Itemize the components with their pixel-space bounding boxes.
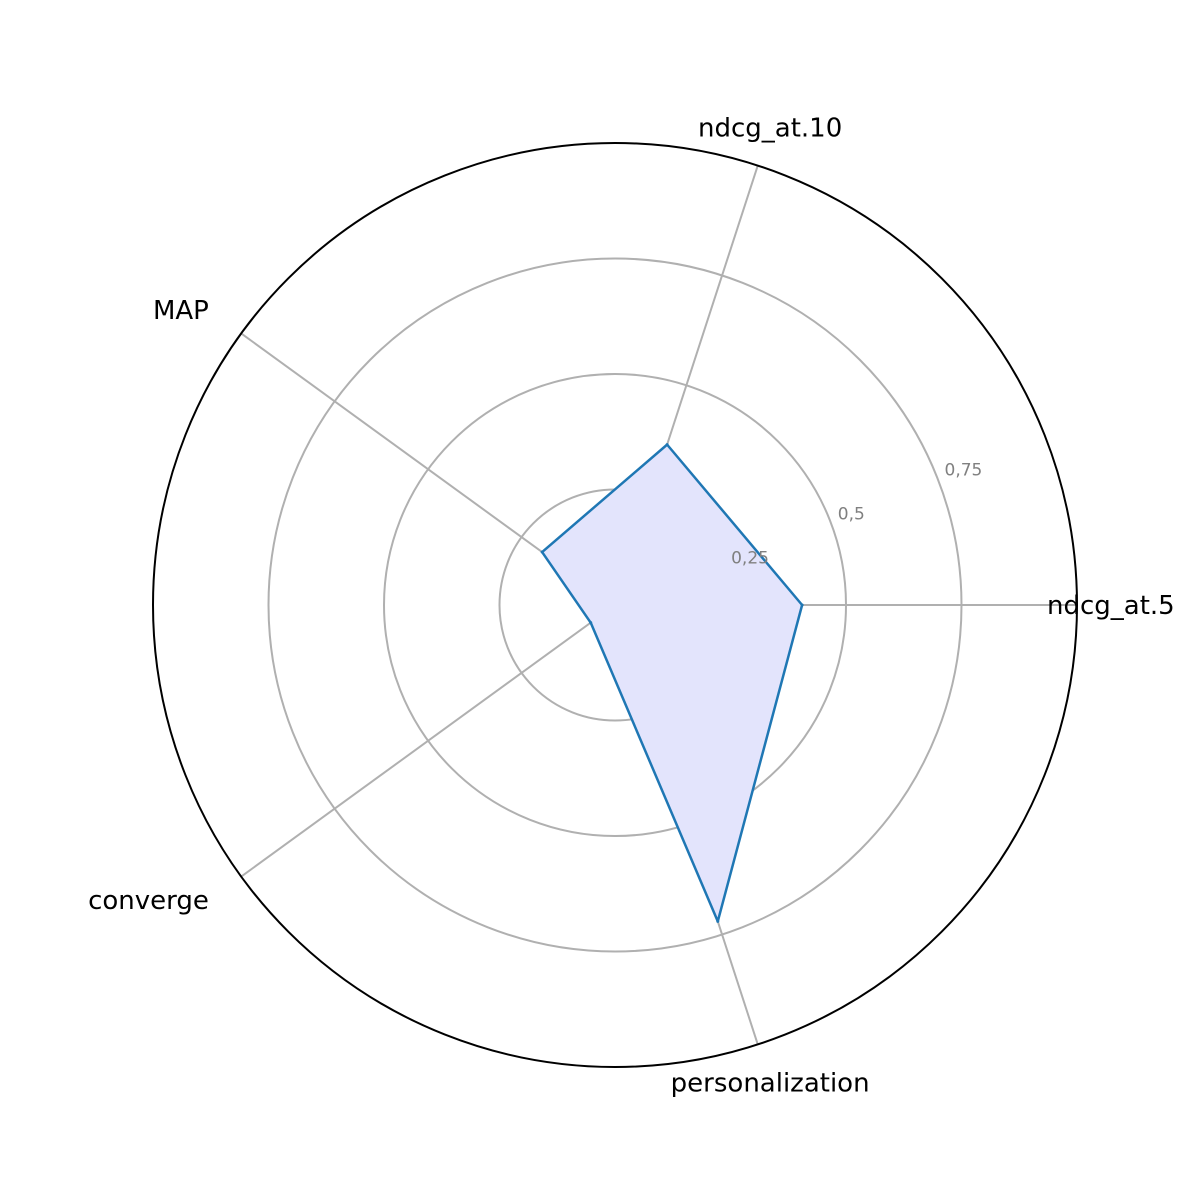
axis-label-map: MAP	[153, 296, 209, 326]
radial-tick-label: 0,25	[731, 549, 769, 569]
data-layer	[540, 443, 804, 923]
series-point-map	[540, 550, 544, 554]
radial-tick-label: 0,5	[838, 505, 865, 525]
series-area-1	[542, 444, 803, 922]
radial-tick-label: 0,75	[945, 460, 983, 480]
axis-label-ndcg-at-5: ndcg_at.5	[1047, 591, 1175, 621]
outer-frame	[152, 142, 1078, 1068]
label-layer: 0,25 0,5 0,75 ndcg_at.5 ndcg_at.10 MAP converg…	[88, 114, 1175, 1099]
axis-label-personalization: personalization	[671, 1068, 870, 1098]
axis-label-ndcg-at-10: ndcg_at.10	[698, 114, 842, 144]
series-line-1	[540, 443, 804, 923]
axis-label-converge: converge	[88, 886, 209, 916]
series-point-converge	[589, 621, 593, 625]
series-point-personalization	[716, 919, 720, 923]
series-point-ndcg-at-10	[665, 443, 669, 447]
series-point-ndcg-at-5	[800, 603, 804, 607]
spoke-4	[240, 604, 616, 878]
